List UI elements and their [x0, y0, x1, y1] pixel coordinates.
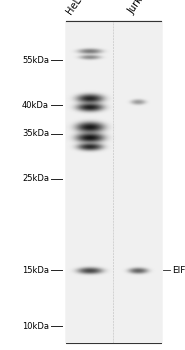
Text: 25kDa: 25kDa [22, 174, 49, 183]
Text: 55kDa: 55kDa [22, 56, 49, 65]
Text: HeLa: HeLa [65, 0, 87, 16]
Text: 35kDa: 35kDa [22, 129, 49, 138]
Text: 10kDa: 10kDa [22, 322, 49, 331]
Text: Jurkat: Jurkat [126, 0, 150, 16]
Text: EIF4EBP2: EIF4EBP2 [172, 266, 185, 275]
Bar [66, 21, 161, 343]
Text: 40kDa: 40kDa [22, 100, 49, 110]
Text: 15kDa: 15kDa [22, 266, 49, 275]
